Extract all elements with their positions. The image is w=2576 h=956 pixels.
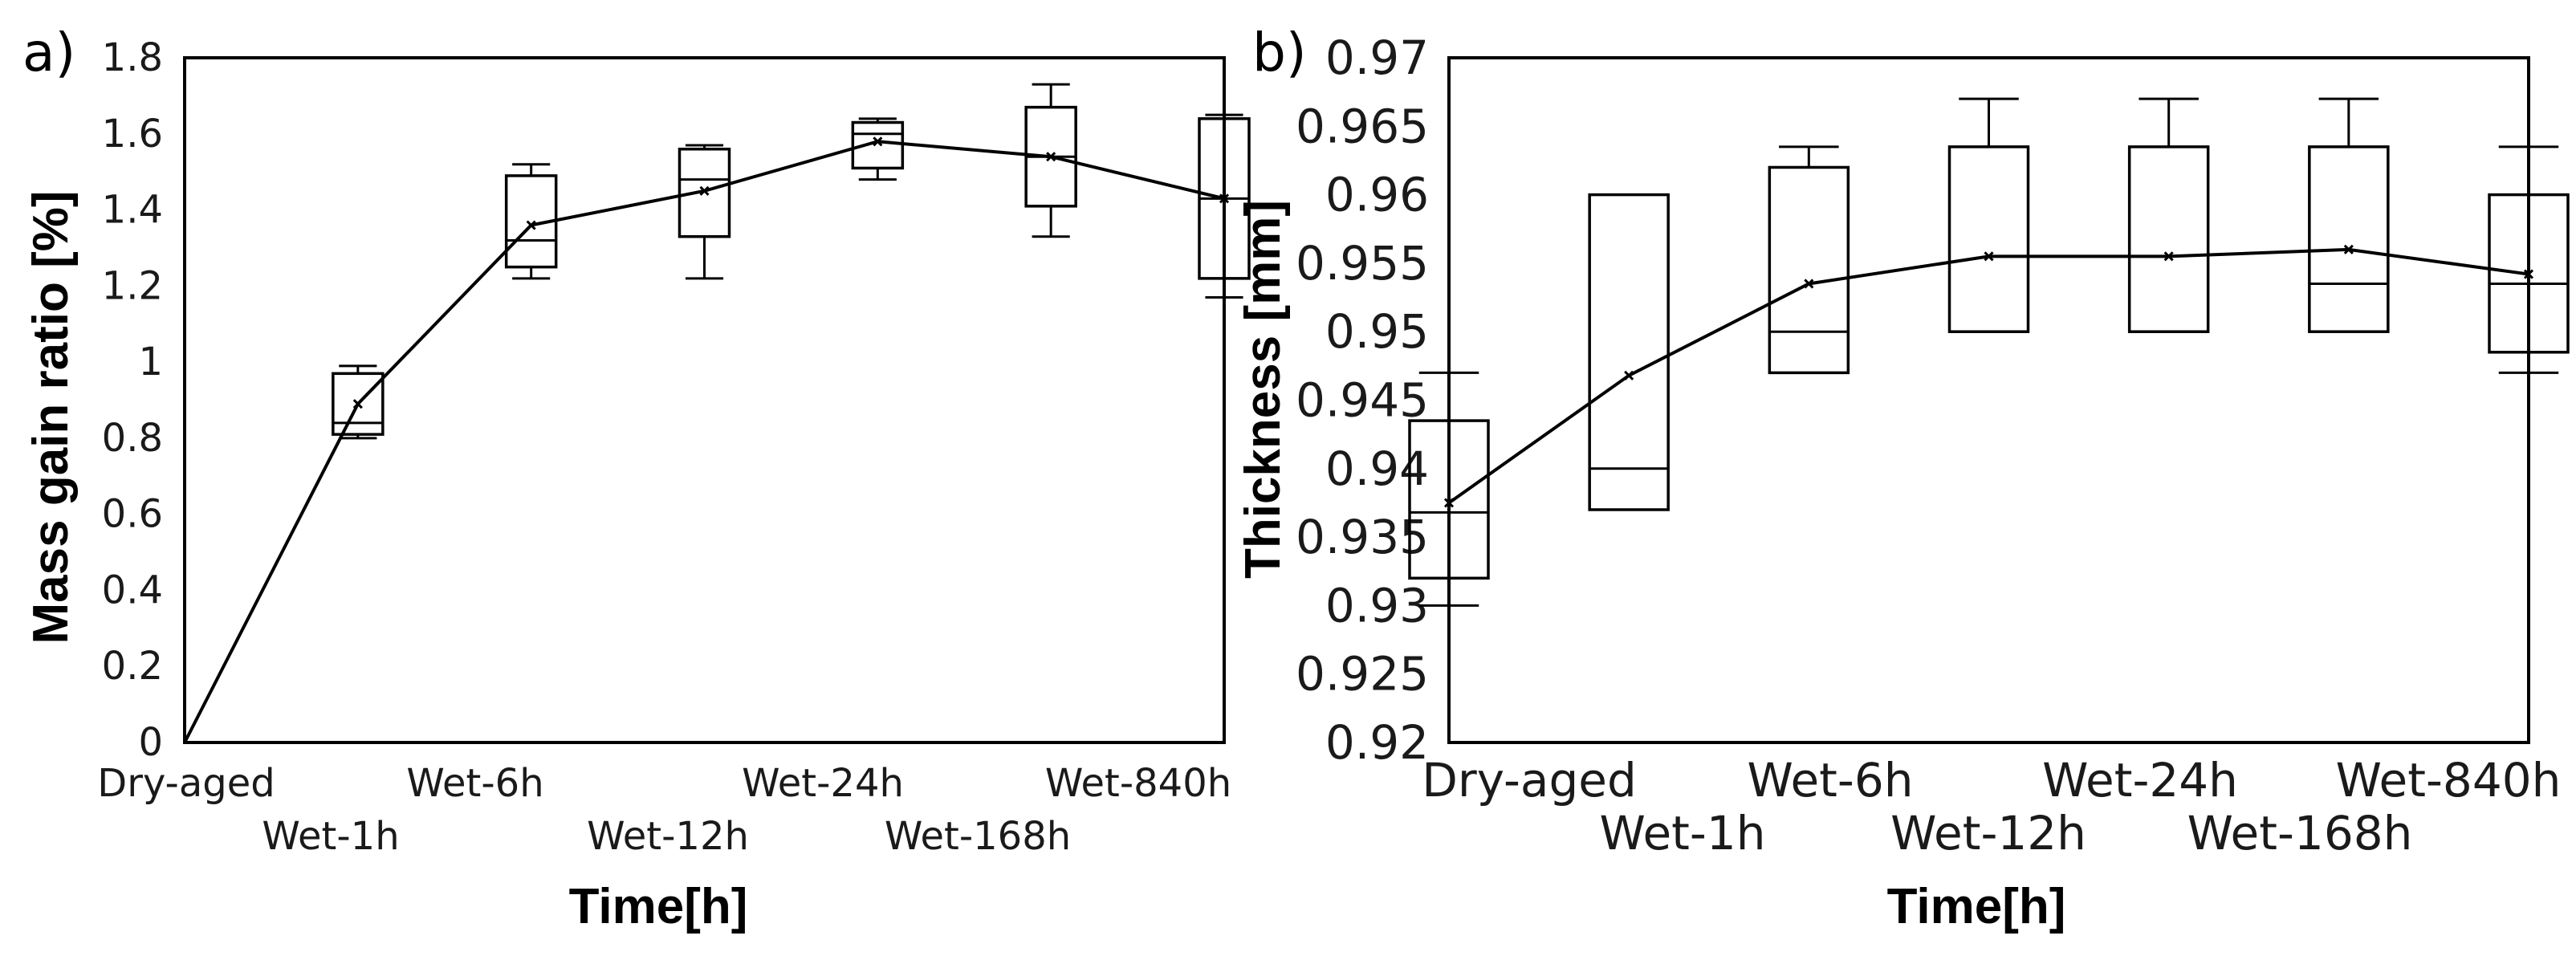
panel-b-y-tick-label: 0.94	[1325, 441, 1429, 496]
panel-b-x-axis-label: Time[h]	[1887, 879, 2066, 934]
panel-a-x-tick-label: Wet-12h	[587, 814, 749, 859]
panel-b-x-tick-label: Wet-168h	[2187, 806, 2413, 860]
panel-b-x-tick-label: Wet-24h	[2042, 753, 2238, 808]
panel-b-box	[1768, 165, 1850, 375]
panel-b-box	[2308, 145, 2390, 333]
panel-b-mean-marker	[2523, 269, 2534, 279]
panel-b-y-tick-label: 0.96	[1325, 168, 1429, 222]
panel-a-x-axis-label: Time[h]	[569, 879, 748, 934]
panel-a-mean-marker	[526, 220, 536, 230]
panel-b-x-tick-label: Dry-aged	[1422, 753, 1637, 808]
panel-a-y-tick-label: 0	[138, 720, 163, 765]
panel-b-label: b)	[1252, 22, 1307, 83]
panel-b-mean-marker	[1804, 279, 1814, 289]
panel-a-chart: a) Mass gain ratio [%] Time[h] 0 0.2 0.4 0.…	[22, 22, 1251, 934]
panel-a-y-tick-label: 0.2	[102, 644, 163, 689]
panel-a-y-tick-label: 1.8	[102, 35, 163, 80]
panel-b-y-tick-label: 0.97	[1325, 31, 1429, 85]
panel-b-box	[1947, 145, 2030, 333]
panel-b-chart: b) Thickness [mm] Time[h] 0.92 0.925 0.93 0…	[1235, 22, 2570, 934]
panel-a-box	[332, 372, 385, 436]
panel-a-mean-marker	[1219, 193, 1230, 204]
panel-b-x-tick-label: Wet-12h	[1890, 806, 2086, 860]
panel-b-y-axis-label: Thickness [mm]	[1235, 200, 1291, 579]
panel-b-box	[1408, 419, 1490, 580]
panel-b-mean-line	[1447, 247, 2529, 505]
panel-b-box	[2127, 145, 2210, 333]
panel-b-box	[2488, 193, 2570, 354]
panel-b-mean-marker	[1443, 498, 1455, 508]
panel-a-y-axis-label: Mass gain ratio [%]	[23, 191, 79, 645]
panel-b-mean-marker	[2163, 251, 2174, 262]
panel-a-y-tick-label: 1.6	[102, 112, 163, 157]
panel-a-label: a)	[22, 22, 75, 83]
panel-a-y-tick-label: 1.4	[102, 188, 163, 233]
panel-a-y-tick-label: 1.2	[102, 263, 163, 308]
panel-a-x-tick-label: Wet-168h	[885, 814, 1071, 859]
panel-b-mean-marker	[1984, 251, 1994, 262]
panel-b-x-tick-label: Wet-1h	[1600, 806, 1766, 860]
panel-b-y-tick-label: 0.965	[1296, 99, 1429, 153]
panel-a-x-tick-label: Wet-840h	[1045, 761, 1231, 806]
panel-b-plot-frame	[1447, 56, 2530, 744]
panel-b-y-tick-label: 0.945	[1296, 373, 1429, 428]
panel-a-y-tick-label: 0.4	[102, 567, 163, 612]
panel-a-box	[851, 120, 905, 170]
panel-a-x-tick-label: Wet-1h	[262, 814, 399, 859]
panel-a-box	[678, 147, 731, 238]
panel-b-y-tick-label: 0.92	[1325, 715, 1429, 770]
panel-b-box	[1588, 193, 1670, 511]
panel-b-mean-marker	[1624, 370, 1634, 380]
panel-a-x-tick-label: Wet-6h	[406, 761, 543, 806]
panel-a-y-tick-label: 0.6	[102, 492, 163, 537]
panel-a-mean-marker	[1046, 152, 1056, 162]
panel-b-x-tick-label: Wet-840h	[2336, 753, 2562, 808]
panel-b-y-tick-label: 0.95	[1325, 304, 1429, 359]
panel-a-plot-frame	[183, 56, 1226, 744]
panel-b-y-tick-label: 0.925	[1296, 647, 1429, 702]
panel-a-y-tick-label: 1	[138, 340, 163, 384]
panel-b-x-tick-label: Wet-6h	[1748, 753, 1914, 808]
panel-a-y-tick-label: 0.8	[102, 416, 163, 461]
panel-b-y-tick-label: 0.93	[1325, 578, 1429, 633]
panel-b-y-tick-label: 0.955	[1296, 236, 1429, 291]
panel-b-y-tick-label: 0.935	[1296, 510, 1429, 564]
panel-b-mean-marker	[2343, 244, 2354, 254]
panel-a-mean-marker	[873, 136, 883, 147]
panel-a-mean-marker	[699, 185, 710, 196]
panel-a-mean-marker	[352, 399, 363, 409]
panel-a-x-tick-label: Wet-24h	[742, 761, 904, 806]
panel-a-mean-line	[183, 140, 1225, 743]
panel-a-x-tick-label: Dry-aged	[97, 761, 275, 806]
